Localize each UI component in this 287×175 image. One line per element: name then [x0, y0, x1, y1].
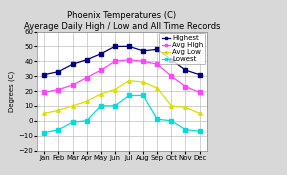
- Avg Low: [156, 87, 159, 89]
- Avg Low: [71, 105, 74, 107]
- Line: Lowest: Lowest: [43, 94, 201, 134]
- Lowest: [43, 132, 46, 134]
- Line: Avg High: Avg High: [43, 58, 201, 94]
- Avg Low: [113, 89, 117, 91]
- Avg Low: [127, 79, 131, 82]
- Line: Avg Low: Avg Low: [43, 79, 201, 115]
- Avg Low: [43, 112, 46, 114]
- Avg Low: [170, 105, 173, 107]
- Highest: [198, 74, 201, 76]
- Highest: [113, 45, 117, 47]
- Avg Low: [184, 106, 187, 108]
- Avg High: [127, 59, 131, 61]
- Avg High: [198, 91, 201, 93]
- Avg Low: [141, 81, 145, 83]
- Lowest: [184, 129, 187, 131]
- Highest: [85, 59, 88, 61]
- Highest: [156, 48, 159, 50]
- Avg High: [71, 84, 74, 86]
- Avg Low: [85, 100, 88, 102]
- Lowest: [99, 105, 102, 107]
- Highest: [127, 45, 131, 47]
- Highest: [71, 63, 74, 65]
- Avg Low: [99, 93, 102, 95]
- Highest: [99, 53, 102, 55]
- Y-axis label: Degrees (C): Degrees (C): [9, 70, 15, 112]
- Avg Low: [57, 109, 60, 111]
- Lowest: [85, 120, 88, 122]
- Highest: [184, 69, 187, 71]
- Avg High: [113, 60, 117, 62]
- Highest: [141, 50, 145, 52]
- Highest: [57, 71, 60, 73]
- Lowest: [156, 118, 159, 120]
- Highest: [170, 59, 173, 61]
- Avg High: [156, 63, 159, 65]
- Avg High: [170, 75, 173, 77]
- Avg High: [184, 85, 187, 88]
- Lowest: [113, 105, 117, 107]
- Lowest: [71, 121, 74, 123]
- Legend: Highest, Avg High, Avg Low, Lowest: Highest, Avg High, Avg Low, Lowest: [159, 33, 205, 64]
- Lowest: [127, 94, 131, 97]
- Lowest: [170, 120, 173, 122]
- Lowest: [57, 129, 60, 131]
- Avg High: [141, 60, 145, 62]
- Avg High: [99, 69, 102, 71]
- Lowest: [198, 130, 201, 132]
- Avg High: [43, 91, 46, 93]
- Lowest: [141, 94, 145, 97]
- Highest: [43, 74, 46, 76]
- Avg Low: [198, 112, 201, 114]
- Avg High: [57, 89, 60, 91]
- Avg High: [85, 77, 88, 79]
- Line: Highest: Highest: [43, 45, 201, 76]
- Title: Phoenix Temperatures (C)
Average Daily High / Low and All Time Records: Phoenix Temperatures (C) Average Daily H…: [24, 11, 220, 31]
